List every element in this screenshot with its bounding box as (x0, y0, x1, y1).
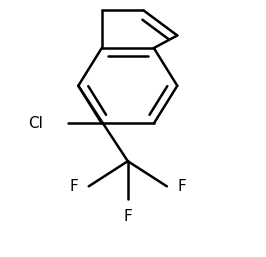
Text: F: F (177, 179, 186, 194)
Text: F: F (123, 209, 132, 224)
Text: F: F (69, 179, 78, 194)
Text: Cl: Cl (28, 116, 43, 131)
